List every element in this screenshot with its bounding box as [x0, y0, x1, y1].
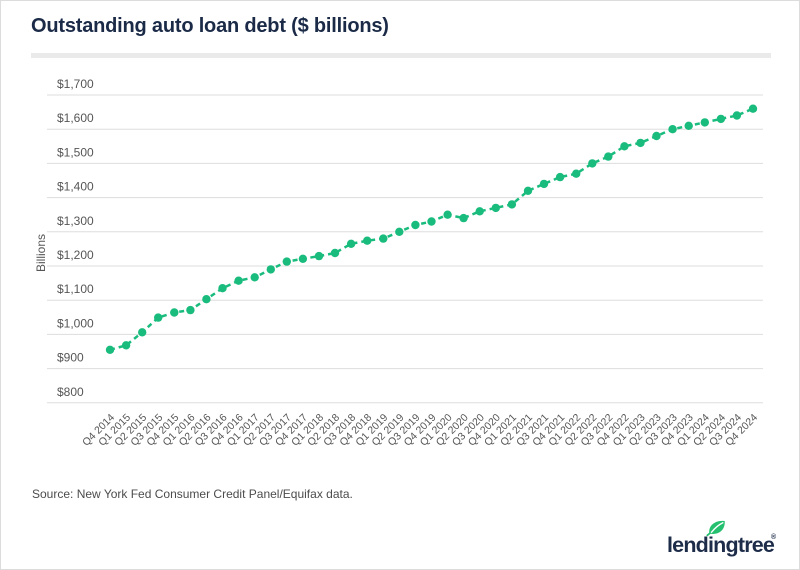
data-point-marker [732, 111, 742, 120]
debt-line-series [109, 107, 754, 352]
source-note: Source: New York Fed Consumer Credit Pan… [32, 487, 353, 501]
data-point-marker [105, 345, 115, 354]
data-point-marker [363, 236, 372, 245]
data-point-marker [411, 220, 420, 230]
data-point-marker [572, 169, 581, 178]
data-point-marker [491, 203, 500, 213]
data-point-marker [379, 234, 388, 243]
y-axis-tick-label: $1,300 [57, 214, 94, 228]
y-axis-tick-label: $1,400 [57, 180, 94, 194]
data-point-marker [555, 172, 565, 182]
data-point-marker [716, 114, 726, 124]
data-point-marker [186, 305, 195, 315]
data-point-marker [652, 131, 661, 141]
data-point-marker [620, 142, 629, 151]
registered-mark: ® [771, 534, 777, 541]
data-point-marker [539, 179, 549, 189]
y-axis-tick-label: $1,200 [57, 248, 94, 262]
data-point-marker [636, 138, 645, 148]
data-point-marker [684, 121, 693, 130]
y-axis-tick-label: $1,600 [57, 111, 94, 125]
data-point-marker [154, 313, 163, 322]
y-axis-tick-label: $900 [57, 351, 84, 365]
data-point-marker [138, 328, 147, 337]
data-point-marker [507, 200, 517, 209]
data-point-marker [588, 159, 597, 168]
y-axis-tick-label: $1,700 [57, 77, 94, 91]
y-axis-tick-label: $1,000 [57, 316, 94, 330]
data-point-marker [121, 341, 131, 350]
data-point-marker [202, 295, 211, 304]
data-point-marker [700, 118, 709, 127]
title-divider [31, 53, 771, 58]
data-point-marker [443, 210, 452, 219]
leaf-icon [706, 520, 725, 537]
data-point-marker [395, 227, 404, 236]
y-axis-tick-label: $1,500 [57, 145, 94, 159]
data-point-marker [748, 104, 758, 113]
data-point-marker [459, 213, 468, 223]
y-axis-tick-label: $800 [57, 385, 84, 399]
data-point-marker [234, 276, 243, 285]
data-point-marker [170, 308, 179, 317]
data-point-marker [218, 284, 227, 293]
data-point-marker [604, 152, 613, 161]
data-point-marker [427, 217, 436, 226]
y-axis-title: Billions [34, 234, 48, 272]
data-point-marker [668, 125, 677, 134]
data-point-marker [475, 207, 484, 216]
data-point-marker [346, 239, 356, 248]
data-point-marker [282, 257, 291, 266]
data-point-marker [250, 273, 259, 282]
data-point-marker [330, 248, 340, 258]
data-point-marker [266, 265, 275, 274]
lendingtree-logo: lendingtree ® [667, 518, 787, 560]
data-point-marker [523, 186, 533, 195]
page-title: Outstanding auto loan debt ($ billions) [31, 15, 389, 37]
y-axis-tick-label: $1,100 [57, 282, 94, 296]
data-point-marker [298, 254, 308, 263]
data-point-marker [314, 251, 324, 261]
logo-wordmark: lendingtree [667, 533, 775, 557]
